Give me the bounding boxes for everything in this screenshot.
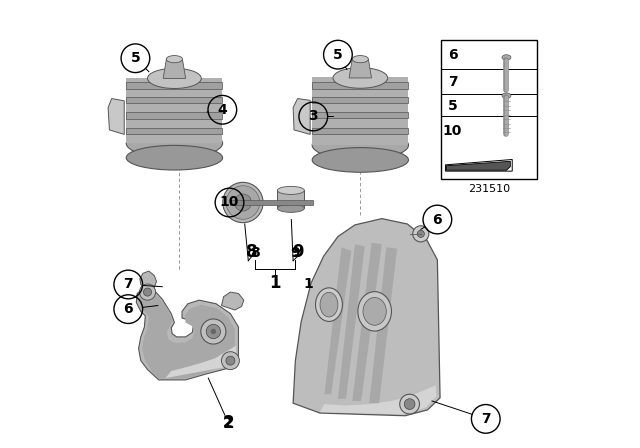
Circle shape [226, 356, 235, 365]
Ellipse shape [234, 194, 252, 211]
Polygon shape [127, 97, 222, 103]
Text: 8: 8 [250, 246, 260, 260]
Circle shape [221, 352, 239, 370]
Text: 2: 2 [222, 414, 234, 432]
Polygon shape [163, 59, 186, 78]
Ellipse shape [166, 56, 182, 63]
Ellipse shape [223, 182, 263, 223]
Polygon shape [221, 292, 244, 310]
Circle shape [201, 319, 226, 344]
Text: 3: 3 [308, 109, 318, 124]
Circle shape [211, 329, 216, 334]
Polygon shape [446, 161, 510, 170]
Bar [230, 200, 314, 205]
Circle shape [417, 230, 424, 237]
Ellipse shape [316, 288, 342, 322]
Ellipse shape [312, 148, 408, 172]
Polygon shape [312, 128, 408, 134]
Text: 7: 7 [448, 75, 458, 89]
Polygon shape [338, 244, 365, 399]
Text: 4: 4 [218, 103, 227, 117]
Circle shape [143, 288, 152, 296]
Text: 9: 9 [291, 246, 300, 260]
Polygon shape [312, 77, 408, 145]
Circle shape [140, 284, 156, 300]
Polygon shape [352, 243, 382, 401]
Ellipse shape [358, 292, 392, 331]
Ellipse shape [226, 185, 260, 220]
Text: 6: 6 [448, 48, 458, 62]
Text: 2: 2 [223, 416, 233, 431]
Polygon shape [127, 82, 222, 89]
Circle shape [404, 399, 415, 409]
Text: 231510: 231510 [468, 184, 510, 194]
Circle shape [413, 226, 429, 242]
Ellipse shape [278, 186, 305, 194]
Text: 6: 6 [433, 212, 442, 227]
Polygon shape [324, 247, 351, 394]
Text: 8: 8 [246, 243, 258, 261]
Ellipse shape [352, 56, 369, 63]
Circle shape [400, 394, 419, 414]
Text: 5: 5 [333, 47, 343, 62]
Ellipse shape [148, 69, 201, 89]
Polygon shape [127, 78, 222, 143]
Ellipse shape [333, 68, 388, 88]
Polygon shape [320, 385, 436, 414]
Text: 10: 10 [443, 124, 462, 138]
Bar [278, 190, 305, 208]
Ellipse shape [502, 55, 511, 60]
Ellipse shape [126, 129, 223, 158]
Ellipse shape [278, 204, 305, 212]
Ellipse shape [502, 93, 511, 98]
Text: 5: 5 [447, 99, 458, 113]
Polygon shape [312, 112, 408, 118]
Text: 5: 5 [131, 51, 140, 65]
Polygon shape [140, 271, 157, 291]
Text: 7: 7 [481, 412, 491, 426]
Polygon shape [349, 59, 371, 78]
Text: 6: 6 [124, 302, 133, 316]
Polygon shape [140, 290, 235, 379]
Polygon shape [165, 346, 237, 378]
Polygon shape [127, 128, 222, 134]
Text: 9: 9 [292, 243, 303, 261]
Polygon shape [312, 82, 408, 89]
Text: 1: 1 [269, 274, 281, 292]
Polygon shape [136, 288, 239, 380]
FancyBboxPatch shape [441, 40, 538, 179]
Ellipse shape [363, 297, 387, 325]
Text: 7: 7 [124, 277, 133, 292]
Polygon shape [108, 99, 124, 134]
Polygon shape [369, 247, 397, 403]
Polygon shape [312, 97, 408, 103]
Polygon shape [127, 112, 222, 119]
Text: 1: 1 [304, 277, 314, 292]
Ellipse shape [126, 145, 223, 170]
Polygon shape [293, 99, 310, 134]
Circle shape [206, 324, 221, 339]
Text: 10: 10 [220, 195, 239, 210]
Polygon shape [293, 219, 440, 416]
Ellipse shape [312, 131, 408, 160]
Ellipse shape [320, 293, 338, 317]
